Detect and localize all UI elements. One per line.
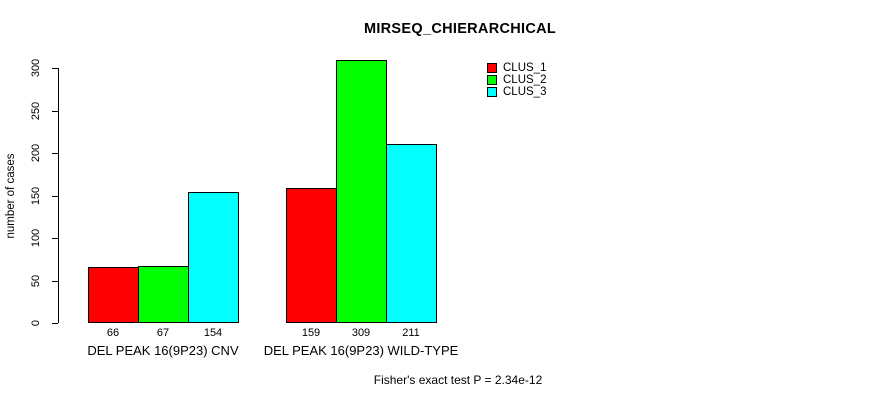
legend-swatch-icon	[487, 63, 497, 73]
y-tick-label: 300	[30, 58, 42, 78]
y-tick-mark	[52, 153, 58, 154]
y-tick-label: 150	[30, 186, 42, 205]
y-axis-line	[58, 68, 59, 323]
bar-value-label: 211	[402, 327, 420, 339]
bar-value-label: 154	[203, 327, 223, 339]
legend-label: CLUS_2	[503, 74, 547, 86]
y-tick-label: 50	[30, 274, 42, 287]
y-tick-mark	[52, 110, 58, 112]
bar-clus_2-group2	[336, 60, 387, 323]
legend: CLUS_1 CLUS_2 CLUS_3	[487, 62, 546, 98]
bar-clus_1-group2	[286, 187, 337, 323]
y-tick-label: 0	[30, 319, 42, 327]
y-tick-label: 250	[30, 101, 42, 120]
legend-swatch-icon	[487, 75, 497, 85]
legend-label: CLUS_3	[503, 86, 547, 98]
y-tick-mark	[52, 68, 58, 69]
y-axis-label: number of cases	[5, 153, 17, 239]
y-tick-mark	[52, 238, 58, 239]
bar-clus_3-group1	[188, 192, 239, 323]
bar-clus_1-group1	[88, 266, 139, 323]
y-tick-label: 200	[30, 143, 42, 163]
bar-clus_2-group1	[138, 266, 189, 323]
legend-swatch-icon	[487, 87, 497, 97]
y-tick-label: 100	[30, 228, 42, 248]
legend-item-clus_2: CLUS_2	[487, 74, 546, 86]
chart-title: MIRSEQ_CHIERARCHICAL	[363, 21, 557, 37]
legend-item-clus_3: CLUS_3	[487, 86, 546, 98]
bar-value-label: 67	[156, 327, 170, 339]
bar-value-label: 309	[351, 327, 371, 339]
bar-clus_3-group2	[386, 143, 437, 323]
category-label: DEL PEAK 16(9P23) WILD-TYPE	[263, 343, 459, 358]
y-tick-mark	[52, 323, 58, 324]
legend-label: CLUS_1	[503, 62, 547, 74]
bar-value-label: 159	[301, 327, 321, 339]
annotation-text: Fisher's exact test P = 2.34e-12	[373, 373, 543, 387]
category-label: DEL PEAK 16(9P23) CNV	[87, 343, 239, 358]
legend-item-clus_1: CLUS_1	[487, 62, 546, 74]
y-tick-mark	[52, 280, 58, 282]
bar-value-label: 66	[106, 327, 120, 339]
y-tick-mark	[52, 195, 58, 197]
